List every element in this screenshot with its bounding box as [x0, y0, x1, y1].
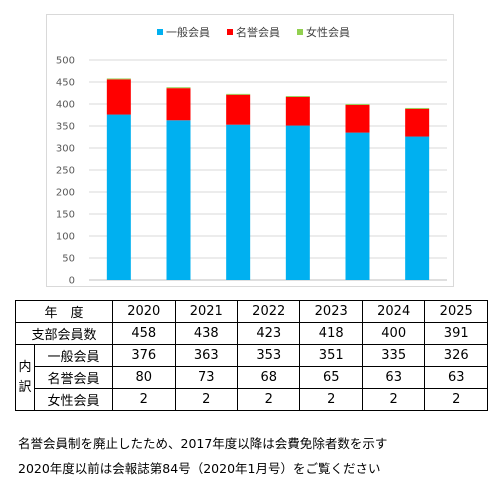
y-tick-label: 100 [56, 232, 75, 243]
value-cell: 351 [299, 344, 363, 367]
bar-segment [226, 93, 251, 95]
total-label: 支部会員数 [14, 322, 114, 345]
bar-segment [345, 104, 370, 105]
total-cell: 438 [174, 322, 238, 345]
table-row: 名誉会員 80 73 68 65 63 63 [16, 366, 488, 389]
bar-segment [405, 108, 430, 137]
value-cell: 2 [112, 388, 176, 411]
value-cell: 2 [174, 388, 238, 411]
y-tick-label: 200 [56, 188, 75, 199]
y-axis-ticks: 0 50 100 150 200 250 300 350 400 450 500 [56, 56, 75, 287]
legend-swatch [297, 29, 303, 35]
year-header: 年 度 [14, 300, 114, 323]
y-tick-label: 450 [56, 78, 75, 89]
y-tick-label: 300 [56, 144, 75, 155]
table-row: 女性会員 2 2 2 2 2 2 [16, 388, 488, 411]
year-cell: 2023 [299, 300, 363, 323]
total-cell: 423 [236, 322, 301, 345]
total-cell: 400 [361, 322, 426, 345]
bar-segment [285, 96, 310, 97]
total-cell: 391 [424, 322, 488, 345]
value-cell: 376 [112, 344, 176, 367]
bar-segment [166, 87, 191, 89]
legend-label: 名誉会員 [236, 25, 280, 39]
year-cell: 2021 [174, 300, 238, 323]
bar-segment [405, 136, 430, 280]
y-tick-label: 400 [56, 100, 75, 111]
value-cell: 2 [424, 388, 488, 411]
legend-swatch [157, 29, 163, 35]
y-tick-label: 50 [62, 254, 75, 265]
value-cell: 63 [361, 366, 426, 389]
value-cell: 65 [299, 366, 363, 389]
year-cell: 2024 [361, 300, 426, 323]
row-label: 名誉会員 [33, 366, 114, 389]
bar-segment [106, 79, 131, 115]
bar-segment [345, 104, 370, 133]
y-tick-label: 350 [56, 122, 75, 133]
value-cell: 335 [361, 344, 426, 367]
year-cell: 2022 [236, 300, 301, 323]
value-cell: 2 [299, 388, 363, 411]
value-cell: 353 [236, 344, 301, 367]
bar-segment [166, 88, 191, 121]
footnote-line-2: 2020年度以前は会報誌第84号（2020年1月号）をご覧ください [18, 461, 381, 476]
year-cell: 2020 [112, 300, 176, 323]
bar-segment [285, 96, 310, 126]
bar-segment [405, 107, 430, 109]
value-cell: 63 [424, 366, 488, 389]
bar-segment [166, 120, 191, 280]
bar-segment [106, 78, 131, 80]
value-cell: 2 [236, 388, 301, 411]
total-cell: 458 [112, 322, 176, 345]
total-cell: 418 [299, 322, 363, 345]
member-table: 年 度 2020 2021 2022 2023 2024 2025 支部会員数 … [14, 300, 488, 411]
year-cell: 2025 [424, 300, 488, 323]
row-label: 一般会員 [33, 344, 114, 367]
value-cell: 80 [112, 366, 176, 389]
footnote-line-1: 名誉会員制を廃止したため、2017年度以降は会費免除者数を示す [18, 436, 388, 451]
y-tick-label: 0 [69, 276, 75, 287]
value-cell: 326 [424, 344, 488, 367]
chart-area: 一般会員 名誉会員 女性会員 0 50 100 150 200 250 300 350 400 450… [46, 14, 454, 287]
legend-label: 女性会員 [306, 25, 350, 39]
bar-segment [226, 124, 251, 281]
bar-segment [226, 94, 251, 125]
value-cell: 73 [174, 366, 238, 389]
value-cell: 2 [361, 388, 426, 411]
bar-segment [285, 125, 310, 280]
bar-segment [106, 114, 131, 280]
table-header-row: 年 度 2020 2021 2022 2023 2024 2025 [14, 300, 488, 323]
legend-label: 一般会員 [166, 26, 210, 39]
breakdown-char: 訳 [18, 379, 32, 395]
breakdown-label: 内訳 [15, 344, 35, 411]
table-row: 内訳 一般会員 376 363 353 351 335 326 [15, 344, 488, 411]
stacked-bar-chart: 一般会員 名誉会員 女性会員 0 50 100 150 200 250 300 350 400 450… [56, 25, 447, 287]
legend: 一般会員 名誉会員 女性会員 [157, 25, 350, 39]
bar-segment [345, 132, 370, 280]
breakdown-char: 内 [18, 359, 32, 375]
y-tick-label: 250 [56, 166, 75, 177]
gridlines [89, 59, 447, 281]
value-cell: 68 [236, 366, 301, 389]
y-tick-label: 500 [56, 56, 75, 67]
row-label: 女性会員 [33, 388, 114, 411]
y-tick-label: 150 [56, 210, 75, 221]
value-cell: 363 [174, 344, 238, 367]
legend-swatch [227, 29, 233, 35]
bars [106, 78, 430, 281]
table-row: 支部会員数 458 438 423 418 400 391 [14, 322, 488, 345]
